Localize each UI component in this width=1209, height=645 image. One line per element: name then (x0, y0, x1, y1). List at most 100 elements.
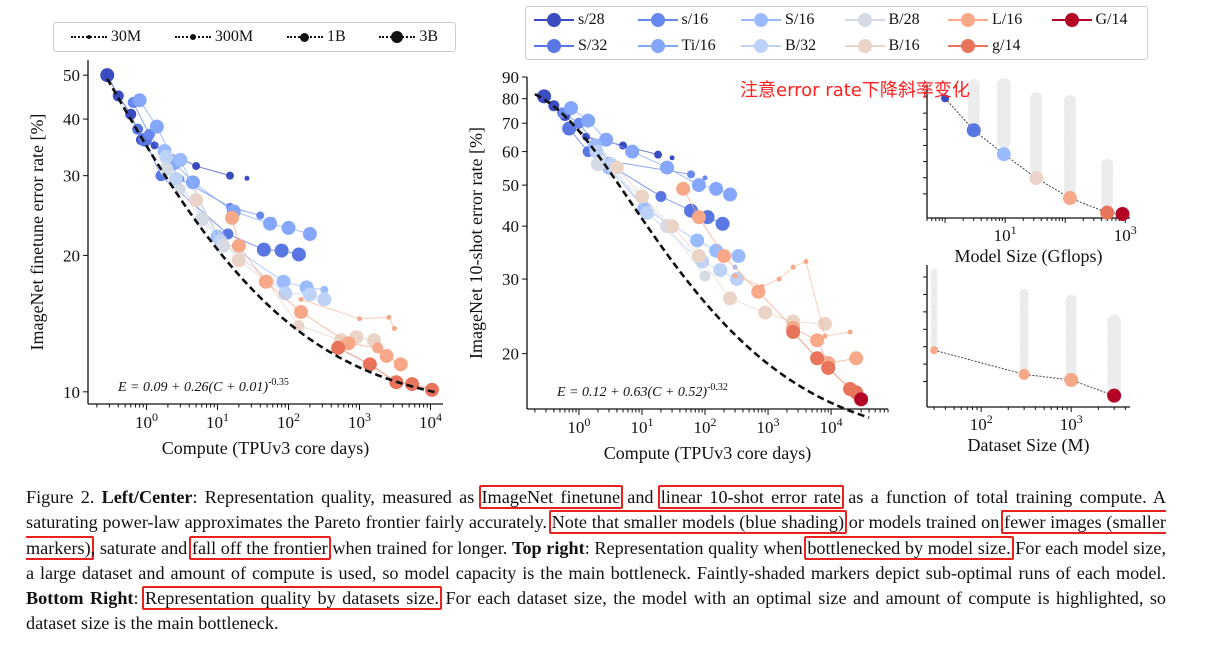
caption-text: : (133, 588, 146, 609)
data-point (150, 141, 159, 150)
y-tick-label: 20 (63, 246, 80, 265)
x-tick-label: 103 (1114, 223, 1137, 245)
fit-equation: E = 0.12 + 0.63(C + 0.52)-0.32 (556, 382, 728, 400)
data-point (174, 183, 186, 195)
frontier-point (996, 147, 1011, 162)
caption-text: and (620, 487, 661, 507)
frontier-point (1064, 373, 1079, 388)
data-point (731, 249, 746, 264)
data-point (159, 162, 174, 177)
data-point (758, 305, 773, 320)
data-point (713, 263, 728, 278)
caption-highlight-box: fewer images (smaller markers) (26, 510, 1166, 560)
suboptimal-run-marker (930, 273, 938, 281)
y-tick-label: 30 (502, 270, 519, 289)
data-point (256, 211, 265, 220)
x-tick-label: 101 (206, 410, 229, 432)
series-s-16 (157, 144, 329, 295)
frontier-point (1029, 171, 1044, 186)
legend-label: 30M (110, 28, 142, 45)
frontier-point (1107, 388, 1122, 403)
data-point (168, 171, 183, 186)
line-marker-icon (844, 39, 885, 53)
suboptimal-run-marker (1030, 162, 1043, 175)
caption-highlight-box: fall off the frontier (188, 535, 331, 560)
chart-panel-left: 100 101 102 103 104 10 20 30 40 50 Compute (TPUv3 … (27, 60, 443, 459)
data-point (759, 284, 765, 290)
x-tick-label: 101 (630, 415, 653, 437)
data-point (786, 324, 801, 339)
y-axis-label: ImageNet finetune error rate [%] (27, 114, 47, 351)
data-point (810, 333, 825, 348)
data-point (132, 93, 147, 108)
data-point (822, 333, 828, 339)
legend-label: B/28 (888, 11, 920, 28)
y-tick-label: 20 (502, 345, 519, 364)
line-marker-icon (637, 13, 678, 27)
data-point (676, 181, 691, 196)
data-point (386, 314, 392, 320)
suboptimal-run-marker (930, 323, 938, 331)
data-point (709, 181, 724, 196)
data-point (718, 216, 724, 222)
legend-label: Ti/16 (681, 37, 716, 54)
power-law-fit-line (534, 93, 870, 419)
x-axis-label: Compute (TPUv3 core days) (604, 443, 811, 464)
data-point (732, 273, 738, 279)
series-l-16 (224, 210, 408, 372)
dotted-marker-icon (174, 30, 211, 44)
data-point (690, 233, 705, 248)
suboptimal-run-marker (930, 313, 938, 321)
data-point (699, 270, 711, 282)
x-tick-label: 101 (994, 223, 1017, 245)
frontier-line (933, 349, 1115, 397)
data-point (293, 320, 305, 332)
legend-item-b-28: B/28 (837, 11, 941, 29)
data-point (189, 193, 204, 208)
annotation-text: 注意error rate下降斜率变化 (740, 80, 970, 101)
legend-item-300m: 300M (174, 28, 253, 46)
y-tick-label: 40 (63, 110, 80, 129)
suboptimal-run-marker (930, 328, 938, 336)
data-point (691, 178, 706, 193)
data-point (379, 348, 394, 363)
data-point (581, 113, 596, 128)
caption-bold-heading: Left/Center (101, 487, 193, 507)
line-marker-icon (741, 13, 781, 27)
caption-text: For each dataset size, the model with an… (26, 588, 1166, 634)
frontier-point (966, 123, 981, 138)
data-point (231, 253, 246, 268)
data-point (618, 141, 627, 150)
suboptimal-run-marker (930, 288, 938, 296)
dotted-marker-icon (70, 30, 107, 44)
y-tick-label: 50 (63, 66, 80, 85)
data-point (331, 340, 346, 355)
y-tick-label: 60 (502, 143, 519, 162)
data-point (100, 68, 115, 83)
data-point (655, 190, 667, 202)
line-marker-icon (948, 39, 988, 53)
data-point (691, 249, 706, 264)
data-point (687, 170, 696, 179)
legend-label: L/16 (992, 11, 1023, 28)
x-axis-label: Model Size (Gflops) (955, 246, 1103, 267)
data-point (665, 219, 680, 234)
data-point (803, 259, 809, 265)
frontier-point (1018, 368, 1030, 380)
data-point (317, 292, 332, 307)
legend-item-l-16: L/16 (940, 11, 1044, 29)
x-tick-label: 104 (820, 415, 843, 437)
series-line (300, 298, 395, 329)
data-point (125, 108, 137, 120)
data-point (691, 210, 706, 225)
legend-item-s-16: s/16 (630, 11, 734, 29)
data-point (790, 264, 796, 270)
legend-label: s/28 (578, 11, 605, 28)
suboptimal-run-marker (930, 308, 938, 316)
data-point (294, 305, 308, 320)
legend-item-30m: 30M (70, 28, 142, 46)
legend-item-g-14: g/14 (940, 37, 1044, 55)
x-tick-label: 102 (970, 412, 993, 434)
frontier-point (1062, 191, 1077, 206)
